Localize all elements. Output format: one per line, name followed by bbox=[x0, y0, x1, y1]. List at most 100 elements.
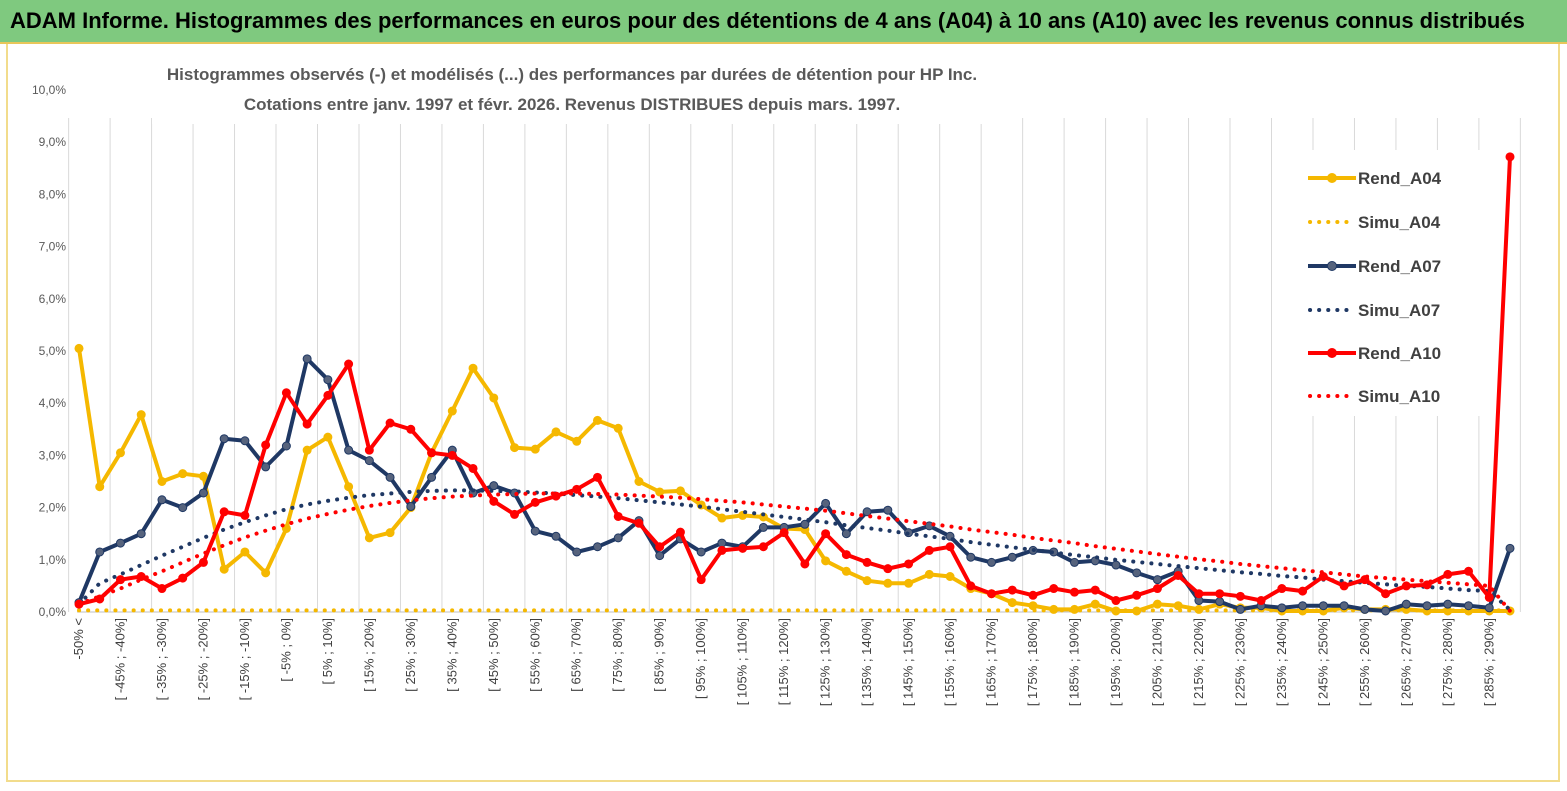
data-point-rend-a04 bbox=[634, 477, 644, 486]
x-tick-label: [ 5% ; 10%] bbox=[320, 618, 335, 684]
data-point-rend-a07 bbox=[966, 552, 976, 562]
data-point-rend-a10 bbox=[1443, 569, 1453, 579]
x-tick-label: [ 185% ; 190%] bbox=[1066, 618, 1081, 706]
data-point-rend-a04 bbox=[655, 487, 665, 497]
x-tick-label: [ 95% ; 100%] bbox=[693, 618, 708, 699]
data-point-rend-a10 bbox=[924, 545, 934, 555]
y-tick-label: 2,0% bbox=[39, 501, 67, 515]
data-point-rend-a04 bbox=[1173, 601, 1183, 611]
x-tick-label: [ 245% ; 250%] bbox=[1315, 618, 1330, 706]
series-line-simu-a07 bbox=[77, 488, 1512, 612]
data-point-rend-a07 bbox=[302, 354, 312, 364]
x-tick-label: [ -45% ; -40%] bbox=[112, 618, 127, 700]
data-point-rend-a10 bbox=[281, 388, 291, 398]
data-point-rend-a07 bbox=[758, 522, 768, 532]
data-point-rend-a10 bbox=[987, 589, 997, 599]
x-tick-label: [ 15% ; 20%] bbox=[361, 618, 376, 692]
legend-marker-rend-a04 bbox=[1327, 173, 1337, 183]
data-point-rend-a04 bbox=[95, 482, 105, 492]
data-point-rend-a10 bbox=[1007, 585, 1017, 595]
series-line-simu-a10 bbox=[77, 491, 1512, 613]
data-point-rend-a04 bbox=[344, 482, 354, 492]
data-point-rend-a10 bbox=[1339, 581, 1349, 591]
x-tick-label: [ 85% ; 90%] bbox=[652, 618, 667, 692]
data-point-rend-a07 bbox=[987, 557, 997, 567]
report-title: ADAM Informe. Histogrammes des performan… bbox=[10, 8, 1525, 33]
data-point-rend-a10 bbox=[634, 518, 644, 528]
data-point-rend-a07 bbox=[696, 547, 706, 557]
data-point-rend-a07 bbox=[385, 472, 395, 482]
data-point-rend-a07 bbox=[1235, 604, 1245, 614]
data-point-rend-a10 bbox=[1173, 570, 1183, 580]
data-point-rend-a04 bbox=[178, 469, 188, 479]
data-point-rend-a04 bbox=[592, 415, 602, 425]
legend-label-simu-a07: Simu_A07 bbox=[1358, 301, 1440, 320]
y-tick-label: 10,0% bbox=[32, 83, 66, 97]
data-point-rend-a10 bbox=[738, 543, 748, 553]
x-tick-label: [ 275% ; 280%] bbox=[1440, 618, 1455, 706]
data-point-rend-a07 bbox=[1298, 601, 1308, 611]
x-tick-label: [ 105% ; 110%] bbox=[735, 618, 750, 705]
data-point-rend-a04 bbox=[1090, 599, 1100, 609]
data-point-rend-a10 bbox=[655, 542, 665, 552]
data-point-rend-a10 bbox=[344, 359, 354, 369]
data-point-rend-a04 bbox=[510, 443, 520, 453]
data-point-rend-a07 bbox=[883, 505, 893, 515]
data-point-rend-a07 bbox=[489, 481, 499, 491]
data-point-rend-a10 bbox=[1256, 596, 1266, 606]
data-point-rend-a04 bbox=[219, 564, 229, 574]
data-point-rend-a04 bbox=[240, 547, 250, 557]
data-point-rend-a10 bbox=[447, 450, 457, 460]
data-point-rend-a07 bbox=[1007, 552, 1017, 562]
data-point-rend-a07 bbox=[198, 488, 208, 498]
data-point-rend-a07 bbox=[613, 533, 623, 543]
data-point-rend-a07 bbox=[136, 529, 146, 539]
data-point-rend-a10 bbox=[1277, 584, 1287, 594]
data-point-rend-a10 bbox=[945, 542, 955, 552]
x-tick-label: [ 35% ; 40%] bbox=[444, 618, 459, 692]
data-point-rend-a10 bbox=[1484, 592, 1494, 602]
data-point-rend-a04 bbox=[136, 410, 146, 420]
data-point-rend-a04 bbox=[323, 432, 333, 442]
chart-title: Histogrammes observés (-) et modélisés (… bbox=[167, 65, 977, 84]
data-point-rend-a07 bbox=[1422, 601, 1432, 611]
data-point-rend-a10 bbox=[1464, 566, 1474, 576]
data-point-rend-a07 bbox=[1132, 568, 1142, 578]
x-tick-label: [ 205% ; 210%] bbox=[1149, 618, 1164, 706]
data-point-rend-a07 bbox=[261, 462, 271, 472]
data-point-rend-a10 bbox=[1505, 152, 1515, 162]
data-point-rend-a04 bbox=[489, 393, 499, 403]
data-point-rend-a07 bbox=[800, 519, 810, 529]
x-tick-label: [ 195% ; 200%] bbox=[1108, 618, 1123, 706]
data-point-rend-a07 bbox=[344, 445, 354, 455]
x-tick-label: [ 155% ; 160%] bbox=[942, 618, 957, 706]
data-point-rend-a07 bbox=[717, 538, 727, 548]
legend-marker-rend-a10 bbox=[1327, 348, 1337, 358]
data-point-rend-a10 bbox=[966, 581, 976, 591]
data-point-rend-a10 bbox=[406, 424, 416, 434]
data-point-rend-a10 bbox=[530, 497, 540, 507]
data-point-rend-a10 bbox=[468, 463, 478, 473]
y-tick-label: 3,0% bbox=[39, 448, 67, 462]
data-point-rend-a10 bbox=[862, 557, 872, 567]
data-point-rend-a04 bbox=[1152, 599, 1162, 609]
y-tick-label: 6,0% bbox=[39, 292, 67, 306]
data-point-rend-a10 bbox=[240, 510, 250, 520]
data-point-rend-a10 bbox=[1381, 589, 1391, 599]
x-tick-label: [ -35% ; -30%] bbox=[154, 618, 169, 700]
data-point-rend-a04 bbox=[904, 578, 914, 588]
data-point-rend-a10 bbox=[1090, 585, 1100, 595]
data-point-rend-a10 bbox=[883, 564, 893, 574]
y-tick-label: 7,0% bbox=[39, 240, 67, 254]
x-tick-label: [ 255% ; 260%] bbox=[1357, 618, 1372, 706]
data-point-rend-a07 bbox=[1484, 603, 1494, 613]
series-line-rend-a04 bbox=[77, 348, 1510, 613]
x-tick-label: -50% < bbox=[71, 618, 86, 660]
data-point-rend-a07 bbox=[95, 547, 105, 557]
x-tick-label: [ 75% ; 80%] bbox=[610, 618, 625, 692]
x-axis-ticks: -50% < [ -45% ; -40%] [ -35% ; -30%] [ -25%… bbox=[71, 618, 1496, 706]
y-tick-label: 9,0% bbox=[39, 135, 67, 149]
x-tick-label: [ 55% ; 60%] bbox=[527, 618, 542, 692]
data-point-rend-a04 bbox=[261, 568, 271, 578]
data-point-rend-a07 bbox=[592, 542, 602, 552]
